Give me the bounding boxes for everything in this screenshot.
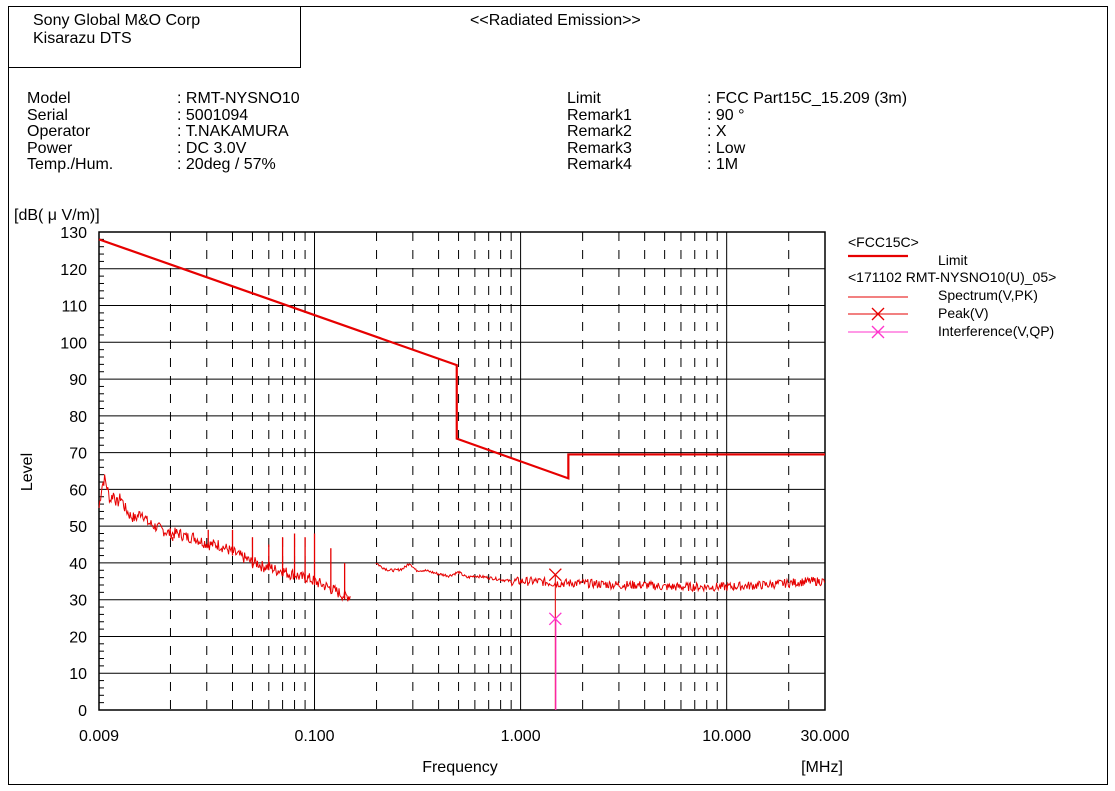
x-tick-label: 10.000 bbox=[702, 728, 751, 745]
info-label: Remark1 bbox=[567, 106, 632, 124]
info-label: Remark2 bbox=[567, 123, 632, 141]
y-tick-label: 120 bbox=[60, 262, 87, 279]
legend-group-title: <FCC15C> bbox=[848, 234, 919, 250]
y-tick-label: 40 bbox=[69, 556, 87, 573]
legend-item-label: Peak(V) bbox=[938, 305, 989, 321]
legend-interference-marker-stroke bbox=[871, 325, 885, 339]
x-tick-label: 0.009 bbox=[79, 728, 119, 745]
legend-peak-marker-stroke bbox=[871, 307, 885, 321]
y-axis-label: Level bbox=[19, 453, 36, 491]
info-row-model: Model : RMT-NYSNO10 bbox=[27, 90, 527, 108]
info-value: : DC 3.0V bbox=[177, 139, 247, 157]
info-label: Limit bbox=[567, 90, 601, 107]
info-label: Temp./Hum. bbox=[27, 156, 114, 174]
info-row-remark4: Remark4 : 1M bbox=[567, 157, 1067, 174]
info-label: Serial bbox=[27, 106, 68, 124]
info-value: : Low bbox=[707, 139, 746, 157]
legend-item-label: Interference(V,QP) bbox=[938, 323, 1054, 339]
x-axis-label: Frequency bbox=[422, 759, 498, 776]
info-value: : 1M bbox=[707, 156, 739, 174]
y-tick-label: 70 bbox=[69, 446, 87, 463]
info-row-limit: Limit : FCC Part15C_15.209 (3m) bbox=[567, 90, 1067, 108]
info-row-power: Power : DC 3.0V bbox=[27, 139, 527, 158]
info-label: Remark3 bbox=[567, 139, 632, 157]
peak-marker-stroke bbox=[548, 568, 562, 582]
y-tick-label: 100 bbox=[60, 335, 87, 352]
info-row-remark2: Remark2 : X bbox=[567, 124, 1067, 141]
limit-line bbox=[98, 238, 825, 480]
y-tick-label: 50 bbox=[69, 519, 87, 536]
info-row-serial: Serial : 5001094 bbox=[27, 106, 527, 125]
org-box: Sony Global M&O Corp Kisarazu DTS bbox=[8, 6, 301, 68]
spectrum-trace-high bbox=[375, 562, 826, 593]
y-tick-label: 80 bbox=[69, 409, 87, 426]
y-unit-label: [dB( μ V/m)] bbox=[14, 207, 100, 224]
org-name: Sony Global M&O Corp bbox=[33, 12, 201, 29]
x-tick-label: 1.000 bbox=[501, 728, 541, 745]
info-value: : FCC Part15C_15.209 (3m) bbox=[707, 90, 908, 107]
plot-frame bbox=[98, 231, 826, 711]
info-label: Power bbox=[27, 139, 73, 157]
y-tick-label: 0 bbox=[78, 703, 87, 720]
y-tick-label: 30 bbox=[69, 593, 87, 610]
spectrum-trace-low bbox=[98, 474, 351, 602]
info-left: Model : RMT-NYSNO10 Serial : 5001094 Opera… bbox=[27, 90, 527, 174]
info-right: Limit : FCC Part15C_15.209 (3m) Remark1 : … bbox=[567, 90, 1067, 174]
x-tick-label: 30.000 bbox=[801, 728, 850, 745]
y-tick-label: 110 bbox=[61, 299, 87, 316]
x-unit-label: [MHz] bbox=[801, 759, 843, 776]
info-label: Model bbox=[27, 90, 71, 107]
info-row-remark1: Remark1 : 90 ° bbox=[567, 106, 1067, 125]
y-tick-label: 20 bbox=[69, 629, 87, 646]
info-row-temp-hum: Temp./Hum. : 20deg / 57% bbox=[27, 157, 527, 174]
info-value: : X bbox=[707, 123, 727, 141]
interference-marker bbox=[548, 612, 562, 626]
info-value: : T.NAKAMURA bbox=[177, 123, 289, 141]
legend-item-label: Limit bbox=[938, 252, 968, 268]
info-value: : 5001094 bbox=[177, 106, 249, 124]
y-tick-label: 130 bbox=[60, 225, 87, 242]
info-value: : 20deg / 57% bbox=[177, 156, 276, 174]
y-tick-label: 60 bbox=[69, 482, 87, 499]
legend-interference-marker bbox=[871, 325, 885, 339]
legend-group-title: <171102 RMT-NYSNO10(U)_05> bbox=[848, 269, 1056, 285]
legend-item-label: Spectrum(V,PK) bbox=[938, 287, 1038, 303]
info-value: : 90 ° bbox=[707, 106, 745, 124]
info-label: Operator bbox=[27, 123, 91, 141]
outer-border bbox=[8, 6, 1108, 785]
interference-marker-stroke bbox=[548, 612, 562, 626]
peak-marker bbox=[548, 568, 562, 582]
info-value: : RMT-NYSNO10 bbox=[177, 90, 300, 107]
info-row-operator: Operator : T.NAKAMURA bbox=[27, 124, 527, 141]
info-row-remark3: Remark3 : Low bbox=[567, 139, 1067, 158]
org-site: Kisarazu DTS bbox=[33, 30, 132, 47]
legend-peak-marker bbox=[871, 307, 885, 321]
x-tick-label: 0.100 bbox=[294, 728, 334, 745]
report-title: <<Radiated Emission>> bbox=[470, 12, 641, 29]
y-tick-label: 10 bbox=[69, 666, 87, 683]
info-label: Remark4 bbox=[567, 156, 632, 174]
y-tick-label: 90 bbox=[69, 372, 87, 389]
